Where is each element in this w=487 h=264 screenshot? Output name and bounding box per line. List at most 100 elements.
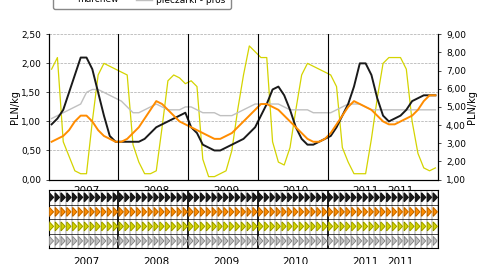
Polygon shape bbox=[288, 222, 292, 231]
Polygon shape bbox=[363, 193, 368, 202]
Polygon shape bbox=[369, 208, 374, 216]
Polygon shape bbox=[201, 237, 205, 245]
Polygon shape bbox=[323, 193, 327, 202]
Polygon shape bbox=[416, 222, 420, 231]
Polygon shape bbox=[317, 193, 321, 202]
Polygon shape bbox=[206, 222, 210, 231]
Polygon shape bbox=[84, 193, 88, 202]
Polygon shape bbox=[270, 237, 275, 245]
Polygon shape bbox=[398, 237, 402, 245]
Polygon shape bbox=[61, 208, 65, 216]
Polygon shape bbox=[282, 237, 286, 245]
Polygon shape bbox=[90, 237, 94, 245]
Polygon shape bbox=[55, 193, 59, 202]
Polygon shape bbox=[55, 237, 59, 245]
Polygon shape bbox=[329, 222, 333, 231]
Polygon shape bbox=[195, 193, 199, 202]
Polygon shape bbox=[218, 222, 222, 231]
Polygon shape bbox=[189, 193, 193, 202]
Polygon shape bbox=[61, 237, 65, 245]
Polygon shape bbox=[357, 193, 362, 202]
Polygon shape bbox=[387, 237, 391, 245]
Polygon shape bbox=[393, 193, 396, 202]
Polygon shape bbox=[119, 237, 123, 245]
Polygon shape bbox=[311, 208, 315, 216]
Polygon shape bbox=[335, 193, 338, 202]
Polygon shape bbox=[154, 208, 158, 216]
Polygon shape bbox=[276, 222, 280, 231]
Polygon shape bbox=[108, 208, 112, 216]
Polygon shape bbox=[73, 222, 77, 231]
Polygon shape bbox=[363, 237, 368, 245]
Polygon shape bbox=[154, 237, 158, 245]
Polygon shape bbox=[84, 222, 88, 231]
Polygon shape bbox=[270, 193, 275, 202]
Polygon shape bbox=[49, 237, 54, 245]
Polygon shape bbox=[428, 193, 431, 202]
Polygon shape bbox=[113, 222, 117, 231]
Polygon shape bbox=[78, 193, 82, 202]
Polygon shape bbox=[119, 222, 123, 231]
Polygon shape bbox=[206, 193, 210, 202]
Polygon shape bbox=[276, 237, 280, 245]
Polygon shape bbox=[154, 193, 158, 202]
Polygon shape bbox=[346, 237, 350, 245]
Polygon shape bbox=[433, 237, 437, 245]
Polygon shape bbox=[305, 237, 309, 245]
Polygon shape bbox=[253, 222, 257, 231]
Polygon shape bbox=[131, 237, 135, 245]
Polygon shape bbox=[224, 193, 228, 202]
Polygon shape bbox=[142, 237, 147, 245]
Polygon shape bbox=[160, 193, 164, 202]
Polygon shape bbox=[49, 193, 54, 202]
Polygon shape bbox=[177, 237, 181, 245]
Polygon shape bbox=[264, 237, 269, 245]
Polygon shape bbox=[381, 193, 385, 202]
Polygon shape bbox=[61, 222, 65, 231]
Polygon shape bbox=[113, 208, 117, 216]
Polygon shape bbox=[340, 222, 344, 231]
Polygon shape bbox=[171, 193, 176, 202]
Polygon shape bbox=[410, 237, 414, 245]
Polygon shape bbox=[340, 193, 344, 202]
Polygon shape bbox=[247, 193, 251, 202]
Polygon shape bbox=[230, 208, 234, 216]
Polygon shape bbox=[96, 222, 100, 231]
Polygon shape bbox=[387, 193, 391, 202]
Polygon shape bbox=[404, 222, 408, 231]
Polygon shape bbox=[148, 208, 152, 216]
Polygon shape bbox=[84, 208, 88, 216]
Polygon shape bbox=[125, 208, 129, 216]
Text: 2011: 2011 bbox=[387, 257, 413, 264]
Polygon shape bbox=[113, 237, 117, 245]
Polygon shape bbox=[119, 193, 123, 202]
Polygon shape bbox=[288, 208, 292, 216]
Polygon shape bbox=[206, 208, 210, 216]
Polygon shape bbox=[148, 222, 152, 231]
Polygon shape bbox=[218, 208, 222, 216]
Polygon shape bbox=[108, 222, 112, 231]
Polygon shape bbox=[259, 237, 263, 245]
Polygon shape bbox=[282, 208, 286, 216]
Polygon shape bbox=[73, 237, 77, 245]
Polygon shape bbox=[125, 222, 129, 231]
Polygon shape bbox=[102, 222, 106, 231]
Polygon shape bbox=[189, 237, 193, 245]
Polygon shape bbox=[160, 237, 164, 245]
Polygon shape bbox=[236, 193, 240, 202]
Polygon shape bbox=[189, 208, 193, 216]
Polygon shape bbox=[416, 237, 420, 245]
Polygon shape bbox=[230, 237, 234, 245]
Polygon shape bbox=[357, 208, 362, 216]
Polygon shape bbox=[183, 208, 187, 216]
Polygon shape bbox=[381, 208, 385, 216]
Polygon shape bbox=[317, 237, 321, 245]
Polygon shape bbox=[369, 193, 374, 202]
Polygon shape bbox=[270, 222, 275, 231]
Polygon shape bbox=[148, 193, 152, 202]
Polygon shape bbox=[206, 237, 210, 245]
Text: 2011: 2011 bbox=[353, 257, 379, 264]
Polygon shape bbox=[375, 193, 379, 202]
Polygon shape bbox=[67, 193, 71, 202]
Polygon shape bbox=[177, 208, 181, 216]
